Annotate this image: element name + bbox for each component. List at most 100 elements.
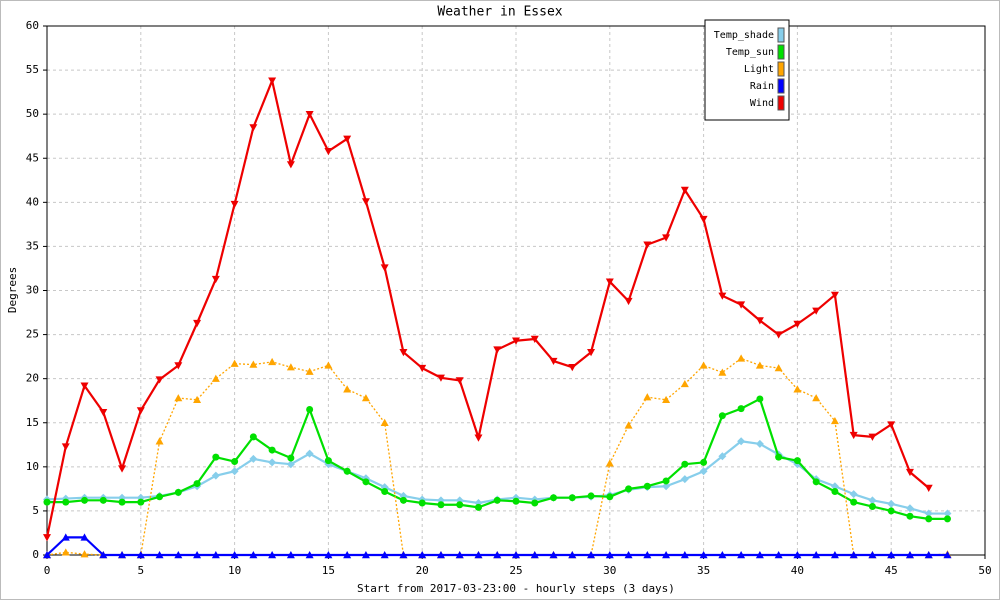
x-tick-label: 10 [228,564,241,577]
data-point [155,376,164,384]
data-point [174,488,182,496]
data-point [268,446,276,454]
data-point [305,110,314,119]
data-point [211,374,220,382]
data-point [493,346,502,354]
data-point [737,405,745,413]
data-point [568,551,577,559]
x-axis-label: Start from 2017-03-23:00 - hourly steps … [357,582,675,595]
y-tick-label: 45 [26,151,39,164]
data-point [61,443,70,451]
data-point [887,507,895,515]
y-tick-label: 40 [26,195,39,208]
data-point [624,421,633,429]
data-point [61,533,70,541]
data-point [700,458,708,466]
y-tick-label: 60 [26,19,39,32]
y-tick-label: 25 [26,328,39,341]
x-tick-label: 0 [44,564,51,577]
data-point [436,551,445,559]
data-point [249,433,257,441]
data-point [287,454,295,462]
data-point [193,551,202,559]
data-point [305,367,314,375]
x-tick-label: 45 [885,564,898,577]
data-point [62,498,70,506]
data-point [211,471,220,480]
data-point [605,459,614,467]
data-point [80,550,89,558]
data-point [887,499,896,508]
data-point [380,551,389,559]
data-point [381,488,389,496]
y-tick-label: 35 [26,239,39,252]
legend: Temp_shade Temp_sun Light Rain Wind [704,19,790,121]
data-point [737,551,746,559]
series [43,533,952,559]
data-point [774,551,783,559]
data-point [80,533,89,541]
data-point [324,457,332,465]
data-point [680,551,689,559]
data-point [474,503,482,511]
data-point [399,496,407,504]
x-tick-label: 25 [509,564,522,577]
data-point [662,234,671,242]
data-point [399,349,408,357]
data-point [755,439,764,448]
legend-label: Temp_sun [726,47,774,58]
data-point [718,452,727,461]
data-point [699,215,708,224]
data-point [230,200,239,209]
data-point [755,551,764,559]
data-point [418,551,427,559]
y-tick-label: 10 [26,460,39,473]
data-point [380,264,389,272]
data-point [624,297,633,306]
legend-label: Light [744,64,774,75]
x-tick-label: 30 [603,564,616,577]
data-point [230,359,239,367]
data-point [530,335,539,343]
data-point [924,551,933,559]
data-point [155,437,164,445]
legend-swatch [777,95,785,111]
data-point [493,496,501,504]
data-point [456,501,464,509]
x-tick-label: 40 [791,564,804,577]
data-point [512,551,520,559]
data-point [943,509,952,518]
data-point [830,291,839,299]
data-point [268,77,277,85]
series [43,395,951,523]
data-point [474,434,483,442]
data-point [380,418,389,426]
data-point [775,453,783,461]
data-point [174,551,183,559]
data-point [305,551,314,559]
data-point [99,551,108,559]
data-point [587,349,596,357]
data-point [249,360,258,368]
data-point [436,374,445,382]
data-point [343,467,351,475]
data-point [286,161,295,169]
data-point [924,484,933,492]
data-point [361,551,370,559]
data-point [193,395,202,404]
data-point [812,307,821,315]
legend-swatch [777,44,785,60]
legend-swatch [777,61,785,77]
data-point [718,368,727,376]
y-axis-label: Degrees [6,267,19,313]
data-point [755,317,764,325]
chart-title: Weather in Essex [437,5,562,20]
data-point [455,377,464,385]
data-point [43,498,51,506]
data-point [212,453,220,461]
data-point [812,394,821,402]
y-tick-label: 0 [32,548,39,561]
data-point [568,364,577,372]
